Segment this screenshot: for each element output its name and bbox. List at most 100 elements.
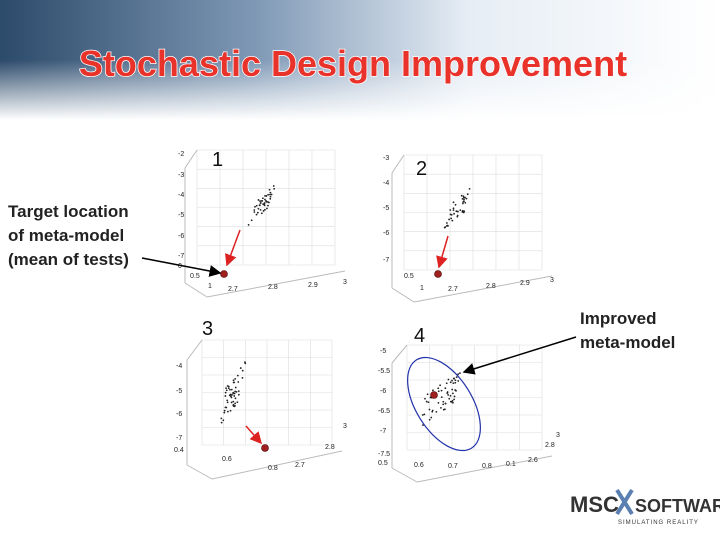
tick-label: 2.8 <box>268 284 278 291</box>
sample-point <box>459 209 462 212</box>
tick-label: 2.8 <box>486 283 496 290</box>
axis <box>391 467 418 483</box>
sample-point <box>224 395 227 397</box>
sample-point <box>444 408 446 411</box>
sample-point <box>247 224 250 226</box>
sample-point <box>269 195 272 198</box>
axis <box>391 154 405 174</box>
sample-point <box>222 419 225 422</box>
sample-point <box>272 185 275 187</box>
sample-point <box>269 197 272 200</box>
sample-point <box>452 207 455 210</box>
sample-point <box>428 408 431 411</box>
sample-point <box>262 210 265 212</box>
sample-point <box>437 387 440 390</box>
sample-point <box>450 213 453 216</box>
tick-label: -4 <box>178 192 184 199</box>
ellipse <box>407 356 481 452</box>
sample-point <box>234 397 237 400</box>
sample-point <box>448 218 451 221</box>
sample-point <box>256 211 259 214</box>
sample-point <box>446 391 449 393</box>
sample-point <box>462 201 465 203</box>
sample-point <box>455 376 458 379</box>
sample-point <box>234 390 236 393</box>
tick-label: -5 <box>176 388 182 395</box>
sample-point <box>424 397 426 400</box>
sample-point <box>223 409 226 412</box>
axis <box>186 339 203 361</box>
sample-point <box>262 203 265 206</box>
target-point <box>220 270 228 278</box>
sample-point <box>235 391 238 393</box>
sample-point <box>253 211 256 213</box>
sample-point <box>237 393 240 396</box>
tick-label: 3 <box>343 423 347 430</box>
tick-label: 0 <box>178 263 182 270</box>
tick-label: 2.9 <box>520 280 530 287</box>
tick-label: 2.9 <box>308 282 318 289</box>
sample-point <box>439 384 442 387</box>
sample-point <box>451 392 454 395</box>
sample-point <box>269 193 271 196</box>
annotation: of meta-model <box>8 226 124 245</box>
sample-point <box>422 424 424 427</box>
sample-point <box>267 201 270 204</box>
sample-point <box>437 390 440 393</box>
sample-point <box>442 403 445 406</box>
sample-point <box>257 199 260 201</box>
axis <box>413 275 553 303</box>
tick-label: 0.5 <box>190 273 200 280</box>
logo-product: SOFTWARE <box>635 496 720 516</box>
axis <box>184 282 208 298</box>
sample-point <box>454 203 457 206</box>
sample-point <box>450 217 453 220</box>
tick-label: 0.8 <box>482 463 492 470</box>
sample-point <box>445 382 448 385</box>
sample-point <box>454 379 457 382</box>
sample-point <box>232 400 235 403</box>
axis <box>391 344 408 364</box>
sample-point <box>233 392 236 395</box>
tick-label: 3 <box>556 432 560 439</box>
sample-point <box>226 401 229 404</box>
sample-point <box>451 219 454 222</box>
sample-point <box>444 387 447 390</box>
tick-label: 2.8 <box>325 444 335 451</box>
sample-point <box>255 213 258 216</box>
sample-point <box>431 410 434 413</box>
sample-point <box>264 198 266 201</box>
sample-point <box>453 395 456 398</box>
axis <box>186 464 213 480</box>
tick-label: 0.5 <box>378 460 388 467</box>
tick-label: -2 <box>178 151 184 158</box>
axis <box>184 149 198 169</box>
tick-label: -6.5 <box>378 408 390 415</box>
sample-point <box>464 201 467 204</box>
sample-point <box>462 211 465 214</box>
sample-point <box>232 379 235 382</box>
tick-label: -7.5 <box>378 451 390 458</box>
sample-point <box>466 193 469 196</box>
sample-point <box>453 398 455 401</box>
sample-point <box>236 374 239 377</box>
sample-point <box>233 395 236 397</box>
header-fade <box>0 60 720 120</box>
tick-label: -7 <box>383 257 389 264</box>
sample-point <box>437 401 440 404</box>
annotation: meta-model <box>580 333 675 352</box>
sample-point <box>427 401 430 404</box>
sample-point <box>230 401 233 404</box>
sample-point <box>449 394 452 397</box>
sample-point <box>452 201 455 204</box>
sample-point <box>229 409 232 412</box>
tick-label: 2.7 <box>228 286 238 293</box>
sample-point <box>263 208 266 211</box>
target-point <box>434 270 442 278</box>
sample-point <box>225 406 228 409</box>
sample-point <box>227 385 230 388</box>
sample-point <box>448 397 451 400</box>
sample-point <box>431 389 434 392</box>
sample-point <box>440 396 443 398</box>
